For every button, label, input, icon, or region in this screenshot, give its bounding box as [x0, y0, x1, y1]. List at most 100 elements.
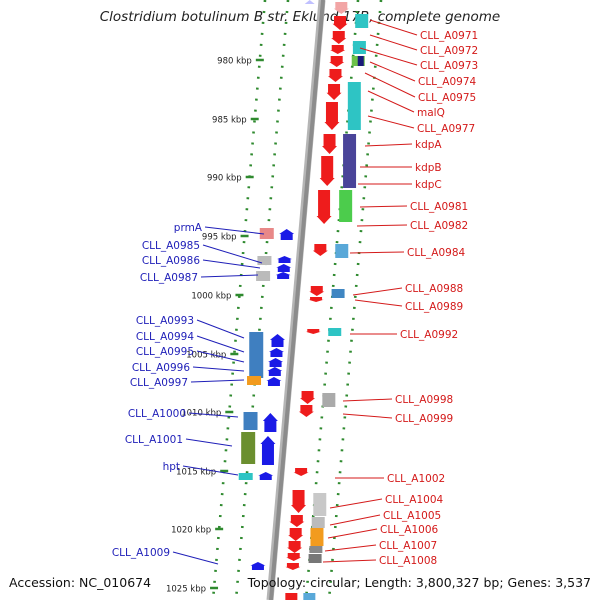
reverse-leader-line: [192, 366, 245, 372]
gene-arrow: [330, 45, 346, 54]
gene-arrow: [291, 490, 307, 513]
gene-arrow: [312, 244, 328, 256]
forward-gene-label: CLL_A0984: [407, 247, 466, 259]
forward-leader-line: [359, 47, 418, 66]
forward-leader-line: [329, 498, 383, 509]
reverse-gene-label: CLL_A0986: [142, 255, 201, 267]
reverse-leader-line: [188, 412, 239, 418]
forward-feature-block: [328, 328, 342, 336]
reverse-feature-block: [257, 256, 272, 265]
forward-feature-block: [311, 517, 325, 528]
reverse-leader-line: [182, 465, 239, 476]
gene-arrow: [262, 413, 278, 432]
partial-gene-top: [304, 0, 315, 4]
gene-arrow: [266, 377, 282, 386]
forward-gene-label: kdpB: [415, 162, 442, 174]
forward-gene-label: malQ: [417, 107, 445, 119]
gene-arrow: [319, 156, 335, 186]
forward-feature-block: [355, 14, 369, 28]
scale-tick-label: 1020 kbp: [171, 526, 211, 536]
forward-leader-line: [364, 72, 416, 98]
reverse-feature-block: [241, 432, 256, 464]
reverse-leader-line: [196, 319, 245, 339]
gene-arrow: [258, 472, 274, 480]
forward-leader-line: [359, 205, 408, 208]
forward-feature-block: [331, 289, 345, 298]
gene-arrow: [276, 264, 292, 272]
reverse-gene-label: CLL_A0996: [132, 362, 191, 374]
gene-arrow: [298, 405, 314, 417]
reverse-gene-label: CLL_A1001: [125, 434, 183, 446]
reverse-leader-line: [200, 274, 259, 278]
forward-feature-block: [347, 82, 361, 130]
gene-arrow: [329, 56, 345, 67]
gene-arrow: [250, 562, 266, 570]
forward-gene-label: CLL_A0992: [400, 329, 458, 341]
forward-leader-line: [327, 528, 378, 539]
forward-leader-line: [329, 514, 381, 526]
reverse-gene-label: CLL_A0993: [136, 315, 194, 327]
backbone-line: [269, 0, 326, 600]
reverse-gene-label: CLL_A0987: [140, 272, 198, 284]
reverse-leader-line: [204, 226, 265, 235]
gene-arrow: [327, 69, 343, 82]
reverse-feature-block: [256, 271, 271, 281]
forward-feature-block: [335, 244, 349, 258]
gene-arrow: [331, 31, 347, 44]
gene-arrow: [277, 256, 293, 263]
reverse-leader-line: [185, 438, 233, 447]
reverse-feature-block: [247, 376, 262, 385]
forward-gene-label: CLL_A0998: [395, 394, 453, 406]
gene-arrow: [322, 134, 338, 154]
forward-gene-label: kdpA: [415, 139, 442, 151]
forward-leader-line: [367, 115, 415, 129]
gene-arrow: [287, 541, 303, 553]
scale-tick-label: 995 kbp: [202, 233, 237, 243]
forward-leader-line: [342, 413, 393, 419]
forward-leader-line: [364, 143, 413, 147]
reverse-leader-line: [172, 551, 219, 565]
forward-gene-label: CLL_A1007: [379, 540, 437, 552]
forward-leader-line: [342, 398, 393, 402]
forward-leader-line: [369, 34, 418, 51]
scale-dotted-line-4: [327, 0, 383, 600]
reverse-feature-block: [238, 473, 253, 480]
reverse-leader-line: [190, 379, 245, 383]
forward-feature-block: [352, 41, 366, 54]
reverse-gene-label: CLL_A0997: [130, 377, 188, 389]
forward-leader-line: [356, 224, 408, 227]
gene-arrow: [308, 297, 324, 302]
gene-arrow: [332, 16, 348, 30]
reverse-feature-block: [243, 412, 258, 430]
forward-gene-label: kdpC: [415, 179, 442, 191]
topology-text: Topology: circular; Length: 3,800,327 bp…: [247, 575, 591, 590]
reverse-gene-label: CLL_A0994: [136, 331, 195, 343]
forward-feature-block: [357, 56, 364, 66]
reverse-leader-line: [196, 335, 245, 353]
map-title: Clostridium botulinum B str. Eklund 17B,…: [99, 9, 501, 25]
forward-gene-label: CLL_A1008: [379, 555, 437, 567]
gene-arrow: [275, 272, 291, 279]
forward-gene-label: CLL_A0972: [420, 45, 478, 57]
gene-arrow: [279, 229, 295, 240]
accession-text: Accession: NC_010674: [9, 575, 152, 590]
forward-leader-line: [324, 544, 377, 552]
gene-arrow: [268, 358, 284, 367]
forward-leader-line: [369, 61, 416, 82]
scale-tick-label: 985 kbp: [212, 116, 247, 126]
scale-tick-label: 1015 kbp: [176, 468, 216, 478]
gene-arrow: [289, 515, 305, 527]
reverse-leader-line: [196, 350, 245, 363]
gene-arrow: [324, 102, 340, 130]
partial-gene-bottom: [285, 593, 298, 600]
gene-arrow: [300, 391, 316, 404]
gene-arrow: [288, 528, 304, 541]
reverse-gene-label: CLL_A1000: [128, 408, 186, 420]
forward-feature-block: [343, 134, 357, 188]
forward-feature-block: [339, 190, 353, 222]
reverse-leader-line: [202, 259, 261, 269]
partial-block-bottom: [303, 593, 316, 600]
forward-gene-label: CLL_A0971: [420, 30, 478, 42]
